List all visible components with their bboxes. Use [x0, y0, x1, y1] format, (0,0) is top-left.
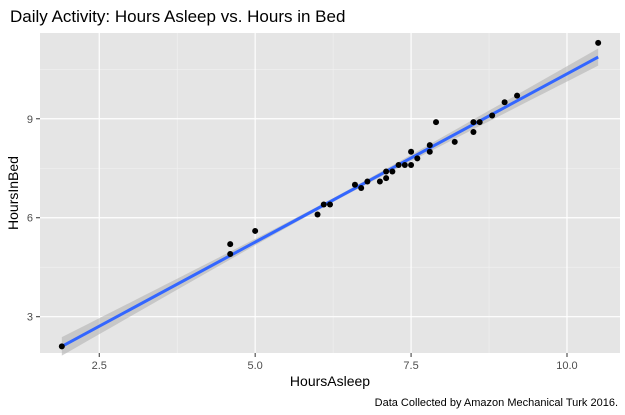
- grid-major: [40, 33, 620, 353]
- scatter-points: [58, 39, 602, 350]
- scatter-point: [401, 161, 408, 168]
- scatter-point: [408, 161, 415, 168]
- scatter-point: [351, 181, 358, 188]
- scatter-point: [364, 178, 371, 185]
- scatter-point: [426, 142, 433, 149]
- scatter-point: [227, 251, 234, 258]
- scatter-point: [408, 148, 415, 155]
- chart-caption: Data Collected by Amazon Mechanical Turk…: [375, 397, 618, 409]
- scatter-point: [389, 168, 396, 175]
- x-tick-label: 10.0: [556, 360, 577, 372]
- scatter-point: [514, 92, 521, 99]
- grid-minor: [40, 33, 620, 353]
- y-tick-label: 9: [27, 114, 33, 126]
- x-tick-label: 7.5: [403, 360, 418, 372]
- scatter-point: [376, 178, 383, 185]
- scatter-point: [383, 168, 390, 175]
- scatter-point: [595, 39, 602, 46]
- scatter-point: [383, 175, 390, 182]
- scatter-point: [358, 185, 365, 192]
- y-axis-title: HoursInBed: [5, 156, 21, 230]
- scatter-point: [395, 161, 402, 168]
- y-tick-label: 6: [27, 213, 33, 225]
- scatter-point: [501, 99, 508, 106]
- scatter-point: [470, 128, 477, 135]
- y-tick-label: 3: [27, 312, 33, 324]
- chart-title: Daily Activity: Hours Asleep vs. Hours i…: [10, 7, 345, 26]
- scatter-point: [470, 119, 477, 126]
- scatter-point: [314, 211, 321, 218]
- scatter-point: [451, 138, 458, 145]
- scatter-point: [426, 148, 433, 155]
- scatter-point: [489, 112, 496, 119]
- scatter-point: [58, 343, 65, 350]
- scatter-point: [414, 155, 421, 162]
- x-axis-ticks: 2.5 5.0 7.5 10.0: [92, 353, 578, 372]
- scatter-point: [252, 227, 259, 234]
- x-tick-label: 5.0: [248, 360, 263, 372]
- x-axis-title: HoursAsleep: [290, 373, 370, 389]
- scatter-point: [327, 201, 333, 208]
- scatter-point: [320, 201, 327, 208]
- scatter-point: [227, 241, 234, 248]
- x-tick-label: 2.5: [92, 360, 107, 372]
- scatter-point: [476, 119, 483, 126]
- y-axis-ticks: 3 6 9: [27, 114, 40, 324]
- scatter-point: [433, 119, 440, 126]
